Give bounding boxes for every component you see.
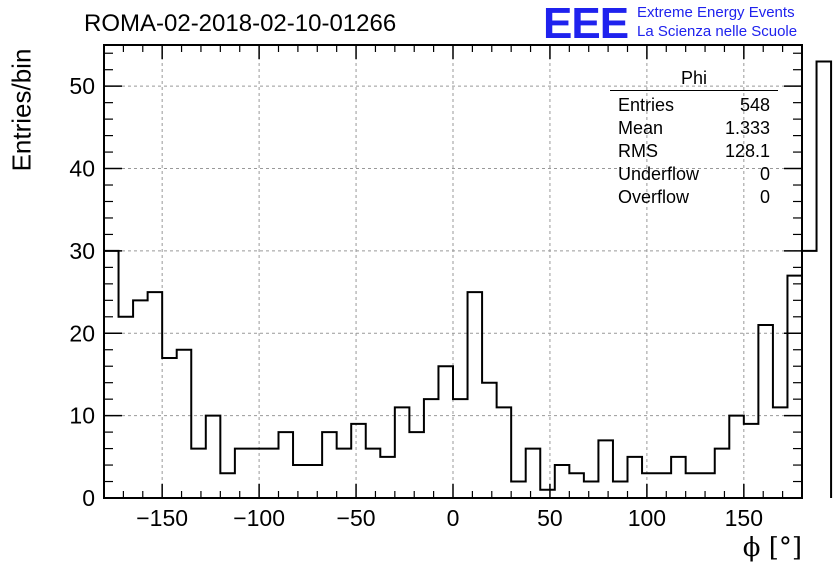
logo-caption-line-2: La Scienza nelle Scuole: [637, 23, 798, 40]
y-tick-label: 0: [82, 485, 95, 511]
y-axis-label: Entries/bin: [6, 48, 37, 172]
stats-title: Phi: [610, 68, 778, 91]
y-tick-label: 20: [69, 320, 95, 346]
stats-label: Entries: [618, 95, 675, 115]
x-tick-label: −100: [233, 505, 285, 531]
logo-caption-line-1: Extreme Energy Events: [637, 4, 795, 21]
eee-logo: EEE: [543, 0, 629, 48]
stats-value: 128.1: [724, 141, 770, 161]
x-tick-label: 50: [537, 505, 563, 531]
x-tick-label: −50: [337, 505, 376, 531]
histogram-line: [103, 60, 833, 498]
stats-label: Mean: [618, 118, 664, 138]
y-tick-label: 50: [69, 73, 95, 99]
stats-label: Underflow: [618, 164, 700, 184]
x-tick-label: −150: [136, 505, 188, 531]
stats-box: Phi Entries 548 Mean 1.333 RMS 128.1 Und…: [610, 68, 778, 209]
stats-label: RMS: [618, 141, 658, 161]
y-tick-label: 40: [69, 156, 95, 182]
x-tick-label: 100: [628, 505, 666, 531]
y-tick-label: 10: [69, 403, 95, 429]
stats-row-underflow: Underflow 0: [610, 163, 778, 186]
run-title: ROMA-02-2018-02-10-01266: [84, 10, 397, 37]
axis-ticks: [103, 45, 803, 499]
stats-value: 0: [759, 164, 770, 184]
x-tick-label: 150: [725, 505, 763, 531]
stats-value: 1.333: [724, 118, 770, 138]
stats-value: 0: [759, 187, 770, 207]
y-tick-label: 30: [69, 238, 95, 264]
x-tick-label: 0: [447, 505, 460, 531]
stats-value: 548: [739, 95, 770, 115]
stats-row-rms: RMS 128.1: [610, 140, 778, 163]
stats-label: Overflow: [618, 187, 690, 207]
stats-row-mean: Mean 1.333: [610, 117, 778, 140]
x-axis-label: ϕ [°]: [742, 533, 802, 563]
stats-row-overflow: Overflow 0: [610, 186, 778, 209]
logo-caption: Extreme Energy Events La Scienza nelle S…: [637, 3, 797, 41]
axis-tick-labels: −150 −100 −50 0 50 100 150 0 10 20 30 40 50: [69, 73, 763, 531]
stats-row-entries: Entries 548: [610, 94, 778, 117]
